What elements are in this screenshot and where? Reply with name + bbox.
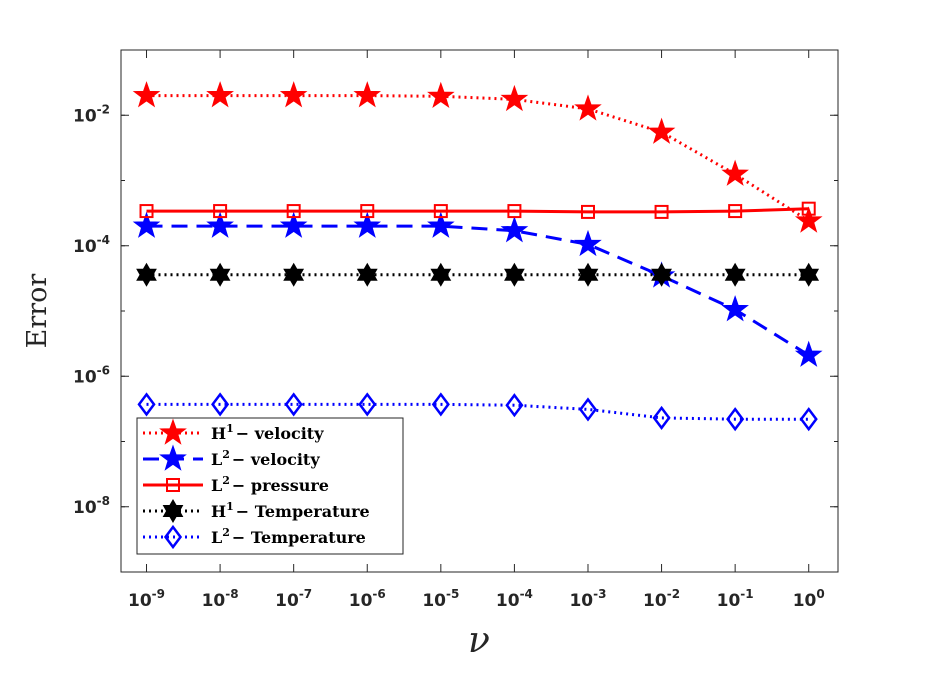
legend-item: L2− pressure <box>143 474 329 495</box>
data-point <box>500 216 529 243</box>
legend-marker <box>166 478 180 492</box>
data-point <box>137 392 156 417</box>
data-point <box>654 204 669 219</box>
data-point <box>213 204 228 219</box>
data-point <box>209 262 231 287</box>
data-point <box>507 204 522 219</box>
legend-label: L2− velocity <box>211 448 320 469</box>
data-point <box>139 204 154 219</box>
data-point <box>279 81 308 108</box>
data-point <box>726 407 745 432</box>
x-axis-label: ν <box>468 620 490 661</box>
data-point <box>651 262 672 287</box>
legend-marker <box>159 444 187 471</box>
data-point <box>578 397 598 422</box>
data-point <box>577 262 599 287</box>
x-tick-label: 100 <box>793 587 825 611</box>
data-point <box>799 407 818 432</box>
legend-item: H1− velocity <box>143 418 324 445</box>
legend-marker <box>159 418 187 445</box>
x-tick-label: 10-4 <box>496 587 533 611</box>
data-point <box>728 204 743 219</box>
legend-label: H1− Temperature <box>211 500 370 521</box>
data-point <box>580 204 595 219</box>
data-point <box>504 262 525 287</box>
y-axis-label: Error <box>22 274 53 349</box>
x-tick-label: 10-6 <box>349 587 386 611</box>
data-point <box>431 392 450 417</box>
data-point <box>356 262 378 287</box>
x-tick-label: 10-8 <box>202 587 239 611</box>
data-point <box>574 94 602 121</box>
y-tick-label: 10-8 <box>73 494 110 518</box>
data-point <box>647 117 676 144</box>
data-point <box>794 206 823 233</box>
legend-item: L2− Temperature <box>143 524 366 550</box>
data-point <box>279 211 308 238</box>
y-tick-label: 10-2 <box>73 102 110 126</box>
data-point <box>721 159 749 186</box>
data-point <box>505 393 524 418</box>
y-axis: 10-8 10-6 10-4 10-2 <box>73 102 838 573</box>
data-point <box>360 204 375 219</box>
data-point <box>801 201 816 216</box>
series-layer <box>132 81 823 432</box>
data-point <box>574 229 602 257</box>
data-point <box>427 81 455 109</box>
y-tick-label: 10-6 <box>73 363 110 387</box>
data-point <box>358 392 377 417</box>
data-point <box>211 392 230 417</box>
x-tick-label: 10-9 <box>128 587 165 611</box>
legend-item: L2− velocity <box>143 444 320 471</box>
legend-label: L2− Temperature <box>211 526 366 547</box>
data-point <box>206 81 234 108</box>
series-1 <box>132 211 823 367</box>
data-point <box>132 211 161 238</box>
series-line <box>146 94 810 223</box>
series-3 <box>136 262 820 287</box>
data-point <box>353 211 382 238</box>
legend-item: H1− Temperature <box>143 499 370 523</box>
x-tick-label: 10-5 <box>422 587 459 611</box>
data-point <box>286 204 301 219</box>
data-point <box>136 262 157 287</box>
legend-label: L2− pressure <box>211 474 329 495</box>
legend-marker <box>162 499 184 523</box>
y-tick-label: 10-4 <box>73 233 110 257</box>
data-point <box>132 81 161 108</box>
series-line <box>146 224 810 357</box>
data-point <box>283 262 305 287</box>
data-point <box>427 211 455 238</box>
data-point <box>798 262 820 287</box>
x-tick-label: 10-7 <box>275 587 312 611</box>
legend-marker <box>163 524 183 550</box>
data-point <box>430 262 452 287</box>
x-tick-label: 10-2 <box>643 587 680 611</box>
legend: H1− velocity L2− velocity L2− pressure H1− … <box>136 417 404 555</box>
data-point <box>433 204 448 219</box>
series-line <box>146 207 809 214</box>
data-point <box>794 340 823 367</box>
series-4 <box>137 392 818 432</box>
data-point <box>500 84 529 112</box>
data-point <box>206 211 234 238</box>
data-point <box>353 81 382 108</box>
x-tick-label: 10-3 <box>569 587 606 611</box>
x-tick-label: 10-1 <box>717 587 754 611</box>
data-point <box>721 295 749 322</box>
x-axis: 10-9 10-8 10-7 10-6 10-5 10-4 10-3 10-2 10-1 100 <box>128 50 825 611</box>
data-point <box>724 262 746 287</box>
legend-label: H1− velocity <box>211 422 324 443</box>
series-2 <box>139 201 816 219</box>
series-0 <box>132 81 823 233</box>
series-line <box>146 402 809 421</box>
data-point <box>652 405 671 430</box>
data-point <box>284 392 303 417</box>
